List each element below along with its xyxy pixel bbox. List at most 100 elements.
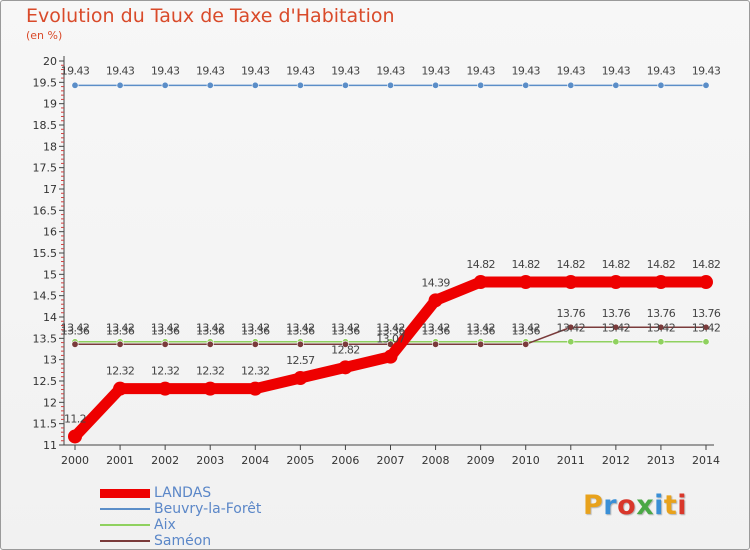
data-label: 13.07	[376, 333, 405, 346]
y-tick-label: 16.5	[33, 204, 58, 217]
data-point-landas	[608, 275, 623, 290]
y-tick-label: 13.5	[33, 332, 58, 345]
chart-subtitle: (en %)	[26, 29, 63, 42]
data-label: 13.76	[647, 307, 676, 320]
data-label: 14.82	[602, 258, 631, 271]
data-label: 19.43	[376, 64, 405, 77]
data-label: 19.43	[241, 64, 270, 77]
data-point-landas	[518, 275, 533, 290]
x-tick-label: 2004	[241, 454, 269, 467]
legend-label-landas: LANDAS	[154, 485, 212, 501]
y-tick-label: 12	[43, 396, 57, 409]
data-point	[522, 81, 530, 89]
x-tick-label: 2011	[557, 454, 585, 467]
legend-label-aix: Aix	[154, 517, 176, 533]
data-label: 13.42	[106, 322, 135, 335]
data-label: 19.43	[331, 64, 360, 77]
data-label: 19.43	[692, 64, 721, 77]
x-tick-label: 2001	[106, 454, 134, 467]
data-point	[657, 338, 665, 346]
y-tick-label: 11	[43, 439, 57, 452]
y-tick-label: 15	[43, 268, 57, 281]
data-label: 13.42	[602, 322, 631, 335]
data-label: 13.36	[106, 324, 135, 337]
data-label: 13.36	[151, 324, 180, 337]
data-label: 14.82	[647, 258, 676, 271]
data-point-landas	[338, 360, 353, 375]
x-tick-label: 2014	[692, 454, 720, 467]
logo-letter: P	[583, 490, 604, 521]
logo-letter: i	[654, 490, 664, 521]
data-point	[386, 81, 394, 89]
y-tick-label: 19.5	[33, 76, 58, 89]
data-label: 13.42	[151, 322, 180, 335]
logo-letter: o	[617, 490, 637, 521]
x-tick-label: 2009	[467, 454, 495, 467]
data-label: 14.82	[557, 258, 586, 271]
data-label: 13.42	[286, 322, 315, 335]
chart-title: Evolution du Taux de Taxe d'Habitation	[26, 5, 395, 27]
data-point	[567, 323, 575, 331]
data-point-landas	[653, 275, 668, 290]
data-label: 13.42	[421, 322, 450, 335]
data-label: 13.76	[602, 307, 631, 320]
data-label: 19.43	[106, 64, 135, 77]
y-tick-label: 16	[43, 226, 57, 239]
data-label: 13.42	[331, 322, 360, 335]
data-point	[71, 81, 79, 89]
data-point	[432, 340, 440, 348]
data-point	[116, 340, 124, 348]
y-tick-label: 17	[43, 183, 57, 196]
data-label: 12.57	[286, 354, 315, 367]
x-tick-label: 2012	[602, 454, 630, 467]
data-label: 19.43	[286, 64, 315, 77]
data-point-landas	[113, 381, 128, 396]
data-label: 13.76	[557, 307, 586, 320]
data-label: 12.82	[331, 343, 360, 356]
y-tick-label: 19	[43, 98, 57, 111]
data-label: 13.36	[286, 324, 315, 337]
legend-swatch-aix	[100, 524, 150, 526]
y-tick-label: 13	[43, 354, 57, 367]
data-point	[702, 338, 710, 346]
data-label: 11.2	[64, 412, 86, 425]
data-label: 13.36	[421, 324, 450, 337]
data-point	[251, 340, 259, 348]
data-point	[702, 323, 710, 331]
y-tick-label: 15.5	[33, 247, 58, 260]
data-label: 13.42	[557, 322, 586, 335]
x-tick-label: 2008	[422, 454, 450, 467]
data-point	[206, 340, 214, 348]
logo-letter: x	[636, 490, 655, 521]
data-point	[477, 340, 485, 348]
data-label: 13.36	[466, 324, 495, 337]
data-label: 19.43	[421, 64, 450, 77]
data-point	[702, 81, 710, 89]
data-label: 13.36	[376, 324, 405, 337]
data-point	[657, 323, 665, 331]
y-tick-label: 20	[43, 55, 57, 68]
data-label: 12.32	[151, 365, 180, 378]
data-point	[567, 81, 575, 89]
x-tick-label: 2007	[377, 454, 405, 467]
proxiti-logo: Proxiti	[583, 490, 687, 521]
data-point	[522, 340, 530, 348]
data-label: 13.42	[692, 322, 721, 335]
data-label: 13.36	[196, 324, 225, 337]
data-point	[296, 81, 304, 89]
data-label: 19.43	[557, 64, 586, 77]
x-tick-label: 2010	[512, 454, 540, 467]
y-tick-label: 12.5	[33, 375, 58, 388]
data-point	[612, 323, 620, 331]
data-point	[477, 81, 485, 89]
x-tick-label: 2000	[61, 454, 89, 467]
logo-letter: r	[603, 490, 618, 521]
y-tick-label: 14.5	[33, 290, 58, 303]
data-point-landas	[158, 381, 173, 396]
data-label: 12.32	[106, 365, 135, 378]
data-point-landas	[383, 349, 398, 364]
x-tick-label: 2002	[151, 454, 179, 467]
legend-label-sameon: Saméon	[154, 533, 212, 549]
data-label: 19.43	[647, 64, 676, 77]
